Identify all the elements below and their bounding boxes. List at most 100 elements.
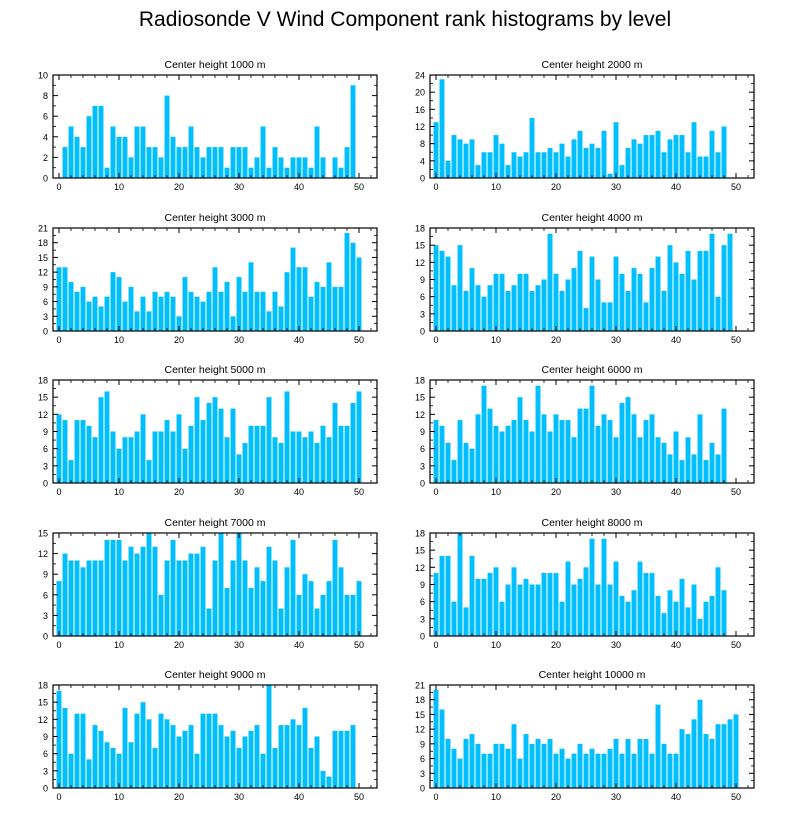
histogram-bar <box>487 753 493 788</box>
histogram-bar <box>182 448 188 483</box>
histogram-bar <box>631 590 637 636</box>
histogram-bar <box>230 730 236 788</box>
histogram-bar <box>152 546 158 636</box>
histogram-bar <box>164 560 170 636</box>
histogram-bar <box>344 425 350 483</box>
histogram-bar <box>146 311 152 331</box>
histogram-bar <box>284 567 290 636</box>
histogram-bar <box>350 594 356 636</box>
histogram-bar <box>667 139 673 179</box>
histogram-bar <box>709 130 715 178</box>
x-tick-label: 10 <box>491 792 501 802</box>
histogram-bar <box>667 454 673 483</box>
histogram-bar <box>523 420 529 483</box>
y-tick-label: 12 <box>415 725 425 735</box>
histogram-bar <box>619 753 625 788</box>
histogram-bar <box>140 414 146 483</box>
histogram-bar <box>314 442 320 483</box>
y-tick-label: 3 <box>420 769 425 779</box>
y-tick-label: 6 <box>43 444 48 454</box>
histogram-bar <box>709 595 715 636</box>
histogram-bar <box>80 713 86 788</box>
histogram-bar <box>350 85 356 178</box>
histogram-bar <box>248 262 254 331</box>
histogram-bar <box>230 316 236 331</box>
histogram-bar <box>248 167 254 178</box>
histogram-bar <box>523 152 529 178</box>
histogram-bar <box>577 743 583 788</box>
histogram-bar <box>140 702 146 788</box>
panel-title: Center height 1000 m <box>165 59 266 71</box>
histogram-bar <box>356 391 362 483</box>
histogram-bar <box>475 578 481 636</box>
histogram-bar <box>475 165 481 179</box>
panel-4: Center height 4000 m 0 3 6 9 12 15 18 0 10 20 30 40 5… <box>415 212 755 345</box>
histogram-bar <box>164 95 170 178</box>
histogram-bar <box>134 126 140 178</box>
histogram-bar <box>158 157 164 178</box>
histogram-bar <box>679 135 685 178</box>
histogram-bar <box>529 743 535 788</box>
histogram-bar <box>667 245 673 331</box>
histogram-bar <box>559 143 565 178</box>
histogram-bar <box>625 290 631 331</box>
y-tick-label: 15 <box>415 710 425 720</box>
histogram-bar <box>92 105 98 178</box>
histogram-bar <box>332 402 338 483</box>
histogram-bar <box>451 135 457 178</box>
histogram-bar <box>332 286 338 331</box>
panel-9: Center height 9000 m 0 3 6 9 12 15 18 0 10 20 30 40 5… <box>38 669 378 802</box>
histogram-bar <box>314 608 320 636</box>
y-tick-label: 24 <box>415 71 425 81</box>
x-tick-label: 0 <box>56 487 61 497</box>
histogram-bar <box>152 147 158 178</box>
histogram-bar <box>110 126 116 178</box>
histogram-bar <box>445 256 451 331</box>
histogram-bar <box>212 147 218 178</box>
x-tick-label: 0 <box>433 792 438 802</box>
histogram-bar <box>182 147 188 178</box>
histogram-bar <box>631 414 637 483</box>
histogram-bar <box>499 743 505 788</box>
histogram-bar <box>607 302 613 331</box>
histogram-bar <box>200 301 206 331</box>
y-tick-label: 15 <box>38 253 48 263</box>
histogram-bar <box>499 431 505 483</box>
histogram-bar <box>691 719 697 788</box>
panel-title: Center height 7000 m <box>165 517 266 529</box>
histogram-bar <box>308 747 314 788</box>
histogram-bar <box>679 273 685 331</box>
histogram-bar <box>278 608 284 636</box>
histogram-bar <box>541 573 547 636</box>
histogram-bar <box>128 157 134 178</box>
y-tick-label: 6 <box>43 297 48 307</box>
y-tick-label: 6 <box>420 597 425 607</box>
histogram-bar <box>475 285 481 331</box>
histogram-bar <box>589 143 595 178</box>
histogram-bar <box>613 437 619 483</box>
histogram-bar <box>128 546 134 636</box>
histogram-bar <box>200 546 206 636</box>
y-tick-label: 12 <box>415 410 425 420</box>
histogram-bar <box>68 753 74 788</box>
histogram-bar <box>326 437 332 483</box>
histogram-bar <box>547 233 553 331</box>
histogram-bar <box>224 736 230 788</box>
histogram-bar <box>74 713 80 788</box>
x-tick-label: 30 <box>611 487 621 497</box>
histogram-bar <box>56 267 62 331</box>
histogram-bar <box>206 713 212 788</box>
histogram-bar <box>499 601 505 636</box>
histogram-bar <box>625 601 631 636</box>
histogram-bar <box>499 273 505 331</box>
histogram-bar <box>68 460 74 483</box>
histogram-bar <box>727 719 733 788</box>
histogram-bar <box>116 753 122 788</box>
histogram-bar <box>541 152 547 178</box>
histogram-bar <box>218 533 224 636</box>
histogram-bar <box>86 560 92 636</box>
histogram-bar <box>637 561 643 636</box>
x-tick-label: 10 <box>114 640 124 650</box>
x-tick-label: 50 <box>731 640 741 650</box>
histogram-bar <box>547 573 553 636</box>
